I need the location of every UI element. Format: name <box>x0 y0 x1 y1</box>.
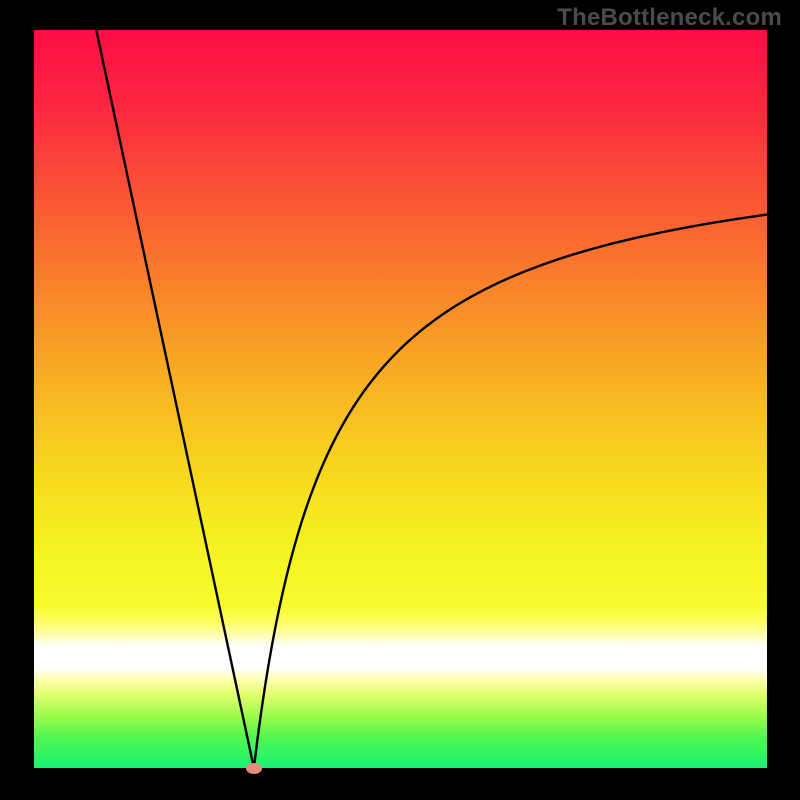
curve-vertex-marker <box>246 763 262 774</box>
plot-gradient-background <box>34 30 767 768</box>
chart-container: TheBottleneck.com <box>0 0 800 800</box>
watermark-text: TheBottleneck.com <box>557 4 782 32</box>
